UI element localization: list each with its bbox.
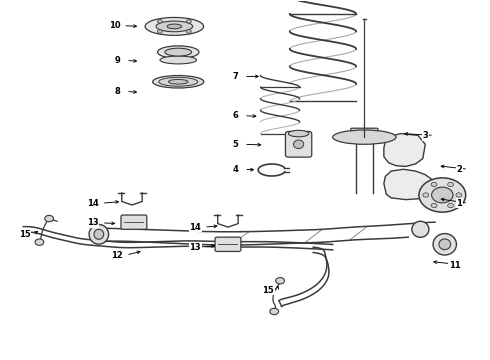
Circle shape [35,239,44,246]
Ellipse shape [159,77,198,86]
Text: 14: 14 [87,199,99,208]
Text: 6: 6 [232,111,238,120]
Ellipse shape [89,225,109,244]
Ellipse shape [294,140,304,149]
Text: 13: 13 [190,243,201,252]
Text: 3: 3 [422,131,428,140]
Ellipse shape [153,76,204,88]
Ellipse shape [94,229,104,239]
Circle shape [157,30,162,33]
Ellipse shape [433,234,457,255]
Ellipse shape [158,46,199,58]
Text: 13: 13 [87,219,99,228]
FancyArrowPatch shape [52,220,57,221]
FancyBboxPatch shape [215,237,241,251]
Ellipse shape [145,18,203,35]
Circle shape [432,187,453,203]
Circle shape [448,183,454,186]
Ellipse shape [333,130,396,144]
Circle shape [448,203,454,208]
Circle shape [186,19,191,23]
Text: 12: 12 [111,251,123,260]
Text: 11: 11 [449,261,461,270]
Circle shape [186,30,191,33]
Text: 9: 9 [115,56,120,65]
Text: 5: 5 [232,140,238,149]
Circle shape [157,19,162,23]
Text: 7: 7 [232,72,238,81]
Ellipse shape [167,24,182,29]
Text: 10: 10 [109,21,120,30]
Polygon shape [384,134,425,166]
Text: 15: 15 [263,285,274,294]
Circle shape [431,203,437,208]
Circle shape [431,183,437,186]
Text: 1: 1 [457,199,463,208]
Polygon shape [384,169,435,200]
Circle shape [276,278,285,284]
FancyBboxPatch shape [121,215,147,229]
Circle shape [419,178,466,212]
Text: 8: 8 [115,87,120,96]
Ellipse shape [156,21,193,32]
Circle shape [456,193,462,197]
Ellipse shape [412,221,429,237]
Text: 15: 15 [19,230,31,239]
Ellipse shape [169,80,188,84]
Ellipse shape [160,56,196,64]
Circle shape [270,308,279,315]
Ellipse shape [439,239,451,249]
FancyBboxPatch shape [351,128,378,138]
Ellipse shape [165,48,192,56]
Circle shape [423,193,429,197]
Circle shape [45,215,53,222]
FancyBboxPatch shape [286,131,312,157]
Text: 14: 14 [190,222,201,231]
Text: 4: 4 [232,165,238,174]
Ellipse shape [288,130,309,137]
Text: 2: 2 [457,165,463,174]
